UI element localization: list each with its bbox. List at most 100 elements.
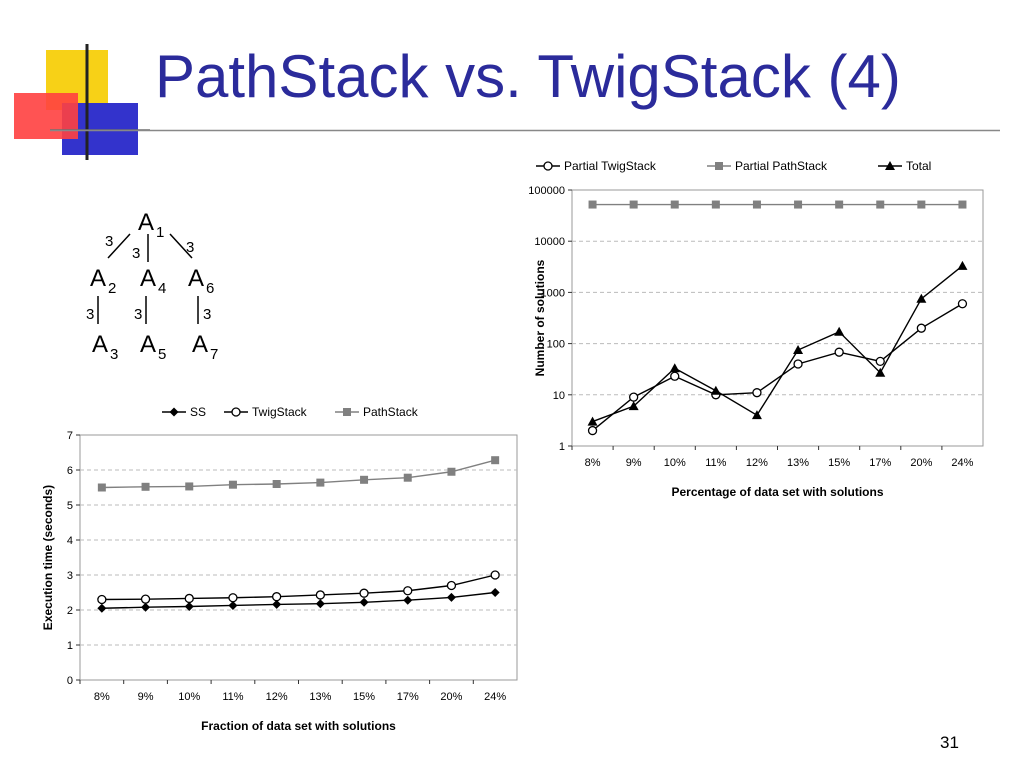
svg-text:A: A [140, 331, 156, 358]
x-tick-label: 15% [828, 457, 850, 469]
legend-marker [543, 161, 553, 171]
data-point-total [916, 293, 927, 303]
data-point-partial-pathstack [711, 200, 720, 209]
x-tick-label: 17% [869, 457, 891, 469]
x-tick-label: 8% [585, 457, 601, 469]
data-point-ss [490, 588, 500, 597]
y-tick-label: 6 [67, 465, 73, 477]
data-point-ss [315, 599, 325, 609]
data-point-pathstack [447, 467, 456, 476]
data-point-pathstack [228, 480, 237, 489]
series-line-pathstack [101, 459, 496, 489]
data-point-partial-pathstack [835, 200, 844, 209]
data-point-pathstack [185, 482, 194, 491]
data-point-total [587, 416, 598, 426]
svg-text:6: 6 [206, 280, 214, 297]
svg-text:7: 7 [210, 346, 218, 363]
data-point-ss [446, 592, 456, 602]
data-point-total [834, 326, 845, 336]
data-point-ss [228, 600, 238, 610]
data-point-partial-pathstack [670, 200, 679, 209]
y-tick-label: 7 [67, 430, 73, 442]
edge-weight: 3 [105, 233, 113, 250]
data-point-partial-twigstack [834, 347, 844, 357]
x-tick-label: 10% [178, 691, 200, 703]
corner-decoration [14, 44, 150, 160]
data-point-twigstack [271, 592, 282, 602]
data-point-twigstack [184, 593, 194, 604]
tree-node-a4: A 4 [140, 265, 166, 297]
data-point-twigstack [490, 570, 500, 580]
data-point-twigstack [446, 580, 457, 591]
y-tick-label: 1 [67, 640, 73, 652]
tree-node-a5: A 5 [140, 331, 166, 363]
data-point-total [793, 344, 804, 354]
data-point-partial-twigstack [587, 425, 598, 436]
y-tick-label: 100000 [528, 185, 565, 197]
tree-diagram: 3 3 3 3 3 3 A 1 A 2 A 4 A 6 A 3 A 5 [86, 209, 218, 363]
y-tick-label: 4 [67, 535, 73, 547]
legend-label: SS [190, 405, 206, 419]
x-tick-label: 8% [94, 691, 110, 703]
x-tick-label: 13% [787, 457, 809, 469]
tree-node-a3: A 3 [92, 331, 118, 363]
svg-text:A: A [192, 331, 208, 358]
data-point-total [751, 410, 762, 420]
data-point-twigstack [403, 586, 413, 596]
data-point-pathstack [316, 478, 325, 487]
execution-time-chart: 0 1 2 3 4 5 6 7 8% 9% 10% 11% 12% 13% 15% 17% 20% 24% SS Tw… [41, 405, 518, 733]
svg-text:A: A [92, 331, 108, 358]
edge-weight: 3 [203, 306, 211, 323]
tree-node-a2: A 2 [90, 265, 116, 297]
legend-marker [169, 407, 179, 417]
legend-label: Partial TwigStack [564, 159, 657, 173]
svg-text:A: A [90, 265, 106, 292]
series-line-partial-twigstack [592, 303, 963, 432]
y-tick-label: 3 [67, 570, 73, 582]
x-tick-label: 13% [309, 691, 331, 703]
y-axis-label: Execution time (seconds) [41, 485, 55, 630]
data-point-twigstack [228, 593, 238, 603]
data-point-partial-twigstack [875, 356, 885, 367]
legend-label: Total [906, 159, 931, 173]
data-point-ss [184, 602, 194, 611]
tree-edge [107, 233, 131, 259]
data-point-ss [141, 602, 151, 612]
svg-text:2: 2 [108, 280, 116, 297]
x-tick-label: 11% [705, 457, 726, 469]
data-point-partial-pathstack [794, 200, 803, 209]
deco-red-square [14, 93, 78, 139]
legend-label: Partial PathStack [735, 159, 828, 173]
edge-weight: 3 [186, 239, 194, 256]
data-point-partial-pathstack [629, 200, 638, 209]
legend-label: TwigStack [252, 405, 308, 419]
data-point-total [628, 401, 639, 411]
series-line-ss [101, 591, 496, 609]
data-point-partial-pathstack [917, 200, 926, 209]
svg-text:5: 5 [158, 346, 166, 363]
x-axis-label: Percentage of data set with solutions [671, 485, 883, 499]
y-axis-label: Number of solutions [533, 259, 547, 376]
x-tick-label: 9% [626, 457, 642, 469]
x-tick-label: 17% [397, 691, 419, 703]
data-point-partial-twigstack [916, 323, 927, 333]
data-point-partial-twigstack [752, 388, 762, 398]
x-tick-label: 20% [910, 457, 932, 469]
data-point-partial-pathstack [876, 200, 885, 209]
data-point-twigstack [140, 594, 151, 604]
legend-marker [343, 408, 351, 416]
series-line-total [592, 265, 963, 423]
data-point-ss [272, 599, 282, 609]
edge-weight: 3 [134, 306, 142, 323]
data-point-twigstack [97, 594, 107, 605]
edge-weight: 3 [86, 306, 94, 323]
tree-node-a7: A 7 [192, 331, 218, 363]
title-underline [50, 129, 1000, 132]
data-point-twigstack [359, 588, 369, 598]
data-point-twigstack [315, 590, 326, 600]
data-point-pathstack [141, 482, 150, 491]
x-tick-label: 12% [266, 691, 288, 703]
svg-text:A: A [188, 265, 204, 292]
x-tick-label: 15% [353, 691, 375, 703]
